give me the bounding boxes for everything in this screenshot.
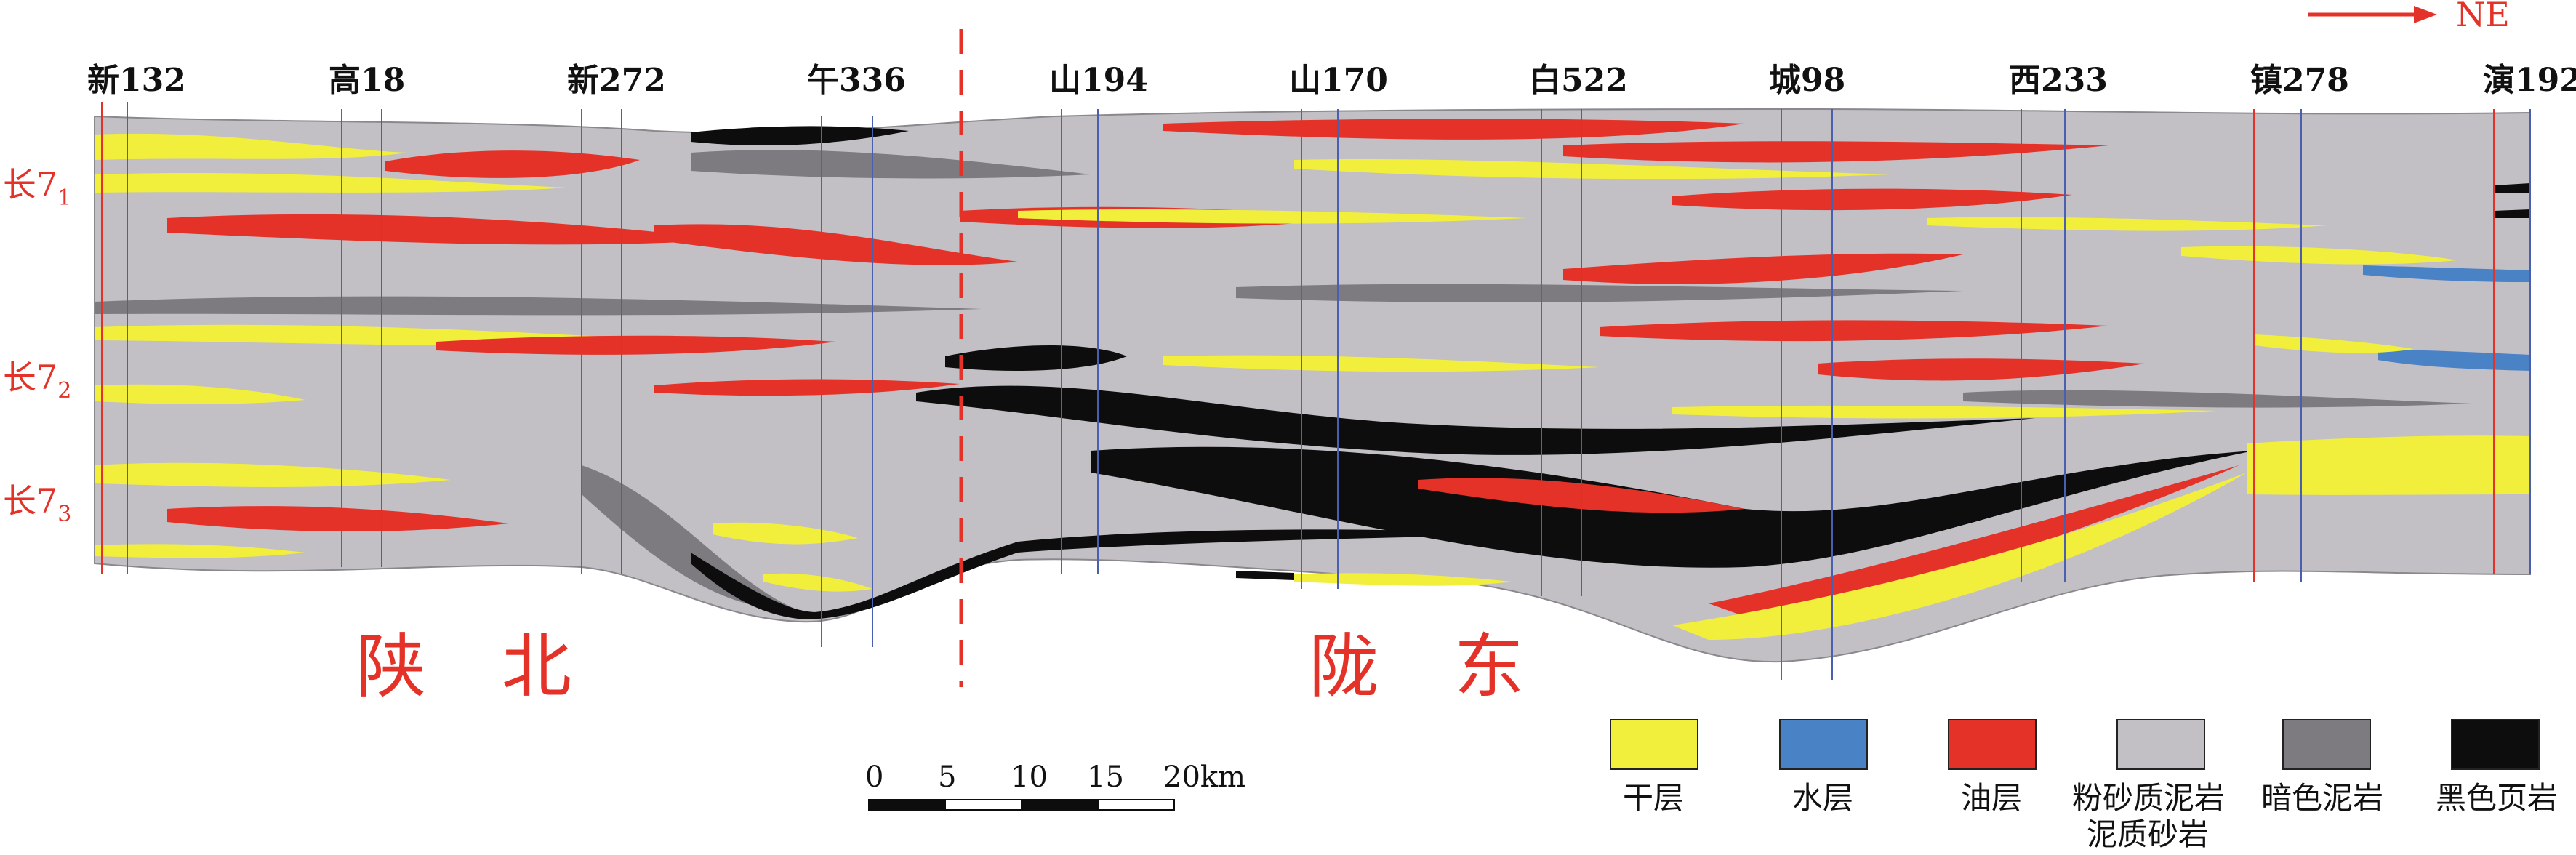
oil-layer — [654, 379, 960, 396]
oil-layer — [1600, 320, 2108, 342]
black-shale-layer — [945, 345, 1127, 371]
dry-layer — [763, 573, 872, 592]
legend-label-secondary: 泥质砂岩 — [2087, 816, 2209, 852]
oil-layer — [1163, 119, 1745, 140]
oil-layer — [1563, 253, 1963, 284]
scale-segment — [1021, 799, 1099, 811]
legend: 干层 水层 油层 粉砂质泥岩 泥质砂岩 暗色泥岩 黑色页岩 — [1610, 719, 2558, 852]
black-shale-layer — [1236, 571, 1294, 580]
layer-label: 长71 — [3, 165, 71, 211]
dry-layer — [1672, 473, 2247, 640]
legend-swatch-black-shale — [2451, 719, 2540, 770]
dry-layer — [95, 133, 407, 160]
black-shale-layer — [916, 385, 2036, 455]
well-name: 午336 — [807, 62, 906, 99]
water-layer — [2378, 349, 2530, 371]
dry-layer — [1018, 209, 1527, 224]
well-logs — [101, 102, 2531, 680]
dry-layer — [95, 172, 567, 193]
well-name: 山170 — [1289, 62, 1388, 99]
scale-tick-label: 0 — [865, 760, 883, 794]
dark-mudstone-layer — [1963, 390, 2472, 408]
direction-indicator: NE — [2308, 0, 2510, 34]
oil-layer — [654, 224, 1018, 265]
scale-tick-label: 10 — [1011, 760, 1048, 794]
layer-label: 长73 — [3, 481, 71, 527]
dry-layer — [2254, 334, 2414, 353]
scale-tick-label: 20km — [1163, 760, 1245, 794]
dry-layer — [95, 384, 305, 404]
well-name: 城98 — [1769, 62, 1845, 99]
scale-segment — [1097, 799, 1175, 811]
region-label-longdong: 陇 东 — [1309, 626, 1527, 707]
oil-layer — [1818, 358, 2145, 381]
dry-layer — [1163, 355, 1600, 372]
oil-layer — [1563, 141, 2108, 163]
well-name: 山194 — [1049, 62, 1148, 99]
well-name: 新132 — [87, 62, 186, 99]
water-layer — [2363, 265, 2530, 282]
black-shale-layer — [2494, 209, 2530, 218]
legend-swatch-dark-mudstone — [2282, 719, 2371, 770]
oil-layer — [167, 506, 509, 532]
oil-layer — [385, 150, 640, 178]
black-shale-layer — [2494, 183, 2530, 193]
scale-tick-label: 5 — [938, 760, 956, 794]
dark-mudstone-layer — [582, 465, 800, 611]
cross-section-body — [94, 108, 2531, 663]
legend-swatch-oil-layer — [1948, 719, 2037, 770]
dry-layer — [2181, 246, 2457, 265]
legend-label: 暗色泥岩 — [2261, 780, 2383, 816]
well-name: 演192 — [2483, 62, 2576, 99]
well-names: 新132 高18 新272 午336 山194 山170 白522 城98 西2… — [87, 62, 2576, 99]
legend-label: 水层 — [1792, 780, 1853, 816]
scale-segment — [944, 799, 1022, 811]
dry-layer — [95, 462, 451, 487]
oil-layer — [167, 214, 727, 245]
oil-layer — [1709, 465, 2239, 617]
region-label-shaanbei: 陕 北 — [356, 626, 574, 707]
legend-swatch-water-layer — [1779, 719, 1868, 770]
direction-label: NE — [2456, 0, 2510, 34]
well-name: 白522 — [1529, 62, 1628, 99]
legend-swatch-dry-layer — [1610, 719, 1698, 770]
black-shale-layer — [691, 529, 1527, 619]
dry-layer — [1294, 573, 1512, 586]
scale-bar: 0 5 10 15 20km — [865, 760, 1245, 811]
well-name: 西233 — [2009, 62, 2108, 99]
direction-arrowhead — [2414, 6, 2437, 23]
oil-layer — [1672, 188, 2072, 211]
scale-segment — [868, 799, 946, 811]
dry-layer — [95, 544, 305, 558]
well-name: 新272 — [567, 62, 666, 99]
dark-mudstone-layer — [691, 150, 1091, 179]
legend-label: 黑色页岩 — [2436, 780, 2558, 816]
layer-labels: 长71 长72 长73 — [3, 165, 71, 527]
scale-tick-label: 15 — [1087, 760, 1124, 794]
dry-layer — [2247, 435, 2530, 495]
legend-label: 干层 — [1623, 780, 1684, 816]
well-name: 高18 — [329, 62, 405, 99]
black-shale-layer — [691, 126, 909, 145]
layer-label: 长72 — [3, 358, 71, 404]
legend-swatch-silty-mudstone — [2116, 719, 2205, 770]
legend-label: 油层 — [1961, 780, 2022, 816]
legend-label: 粉砂质泥岩 — [2072, 780, 2225, 816]
dry-layer — [1672, 405, 2218, 419]
well-name: 镇278 — [2250, 62, 2349, 99]
dry-layer — [1927, 217, 2327, 231]
dark-mudstone-layer — [95, 296, 982, 316]
dry-layer — [1294, 159, 1890, 180]
oil-layer — [436, 335, 836, 355]
